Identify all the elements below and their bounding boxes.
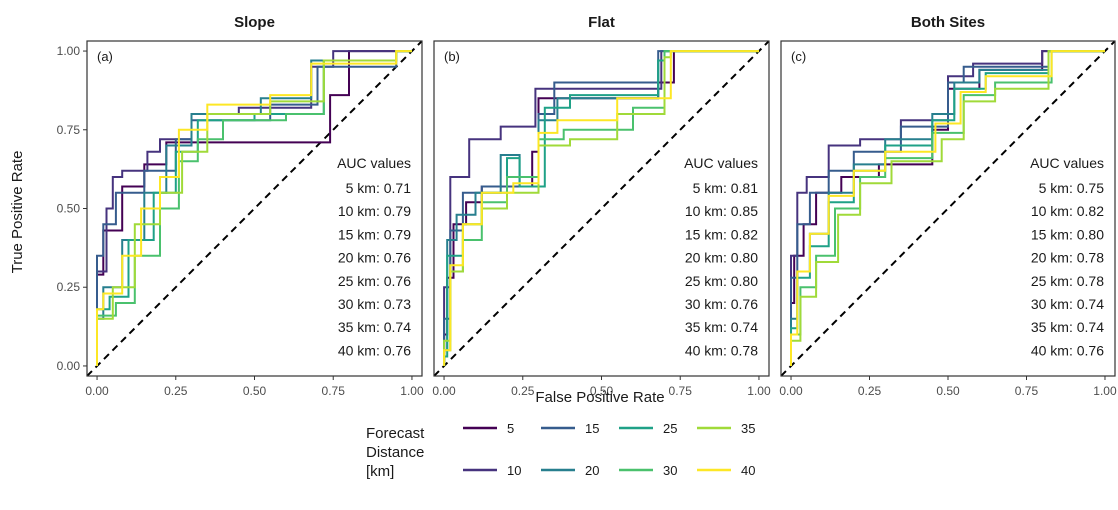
y-tick-label: 0.25 [57,280,81,294]
auc-value-label: 20 km: 0.80 [685,250,758,266]
legend-title-line-2: Distance [366,444,424,461]
roc-line-35km [96,50,412,366]
auc-value-label: 5 km: 0.75 [1039,180,1105,196]
roc-line-25km [443,50,759,366]
auc-value-label: 10 km: 0.82 [1031,203,1104,219]
x-tick-label: 1.00 [1093,384,1117,398]
x-tick-label: 0.50 [936,384,960,398]
legend-label-25: 25 [663,421,677,436]
x-tick-label: 0.50 [243,384,267,398]
auc-value-label: 25 km: 0.80 [685,273,758,289]
auc-value-label: 40 km: 0.76 [338,342,411,358]
roc-line-20km [96,50,412,366]
reference-diagonal [434,41,769,376]
auc-value-label: 5 km: 0.81 [693,180,759,196]
reference-diagonal [87,41,422,376]
panel-title: Slope [234,14,275,31]
legend-label-40: 40 [741,463,755,478]
auc-value-label: 15 km: 0.80 [1031,226,1104,242]
roc-line-15km [790,50,1105,366]
x-tick-label: 0.50 [590,384,614,398]
roc-line-40km [790,50,1105,366]
panel-3: Both Sites 0.00 0.25 0.50 0.75 1.00 (c) AUC val… [779,14,1117,398]
auc-value-label: 10 km: 0.85 [685,203,758,219]
auc-header: AUC values [337,155,411,171]
panel-title: Flat [588,14,615,31]
auc-header: AUC values [684,155,758,171]
plot-area [781,41,1115,376]
plot-area [87,41,422,376]
x-tick-label: 0.00 [85,384,109,398]
x-tick-label: 0.75 [1015,384,1039,398]
auc-value-label: 35 km: 0.74 [338,319,411,335]
auc-value-label: 25 km: 0.76 [338,273,411,289]
panel-label: (c) [791,49,806,64]
y-tick-label: 0.00 [57,359,81,373]
auc-value-label: 35 km: 0.74 [685,319,758,335]
y-tick-label: 0.75 [57,123,81,137]
auc-value-label: 25 km: 0.78 [1031,273,1104,289]
x-tick-label: 1.00 [400,384,424,398]
legend-label-10: 10 [507,463,521,478]
auc-value-label: 5 km: 0.71 [346,180,412,196]
legend-title-line-3: [km] [366,463,394,480]
panel-label: (a) [97,49,113,64]
auc-value-label: 30 km: 0.76 [685,296,758,312]
roc-line-5km [96,50,412,366]
legend-label-15: 15 [585,421,599,436]
roc-line-40km [443,50,759,366]
roc-line-30km [790,50,1105,366]
auc-value-label: 20 km: 0.76 [338,250,411,266]
legend-entries: 5 10 15 20 25 30 35 40 [463,421,755,478]
legend-label-20: 20 [585,463,599,478]
legend-title-line-1: Forecast [366,425,425,442]
auc-value-label: 10 km: 0.79 [338,203,411,219]
roc-line-35km [790,50,1105,366]
auc-value-label: 40 km: 0.78 [685,342,758,358]
panel-title: Both Sites [911,14,985,31]
x-tick-label: 0.75 [322,384,346,398]
auc-header: AUC values [1030,155,1104,171]
legend-label-30: 30 [663,463,677,478]
auc-value-label: 15 km: 0.82 [685,226,758,242]
x-axis-title: False Positive Rate [535,389,664,406]
x-tick-label: 0.25 [858,384,882,398]
legend-label-35: 35 [741,421,755,436]
x-tick-label: 0.00 [432,384,456,398]
plot-area [434,41,769,376]
roc-line-10km [790,50,1105,366]
legend-label-5: 5 [507,421,514,436]
panel-border [433,40,770,377]
panel-1: Slope 0.00 0.25 0.50 0.75 1.00 0.00 0.25 0.50 0.7… [57,14,424,398]
reference-diagonal [781,41,1115,376]
auc-value-label: 35 km: 0.74 [1031,319,1104,335]
roc-line-35km [443,50,759,366]
panels: Slope 0.00 0.25 0.50 0.75 1.00 0.00 0.25 0.50 0.7… [57,14,1117,398]
panel-2: Flat 0.00 0.25 0.50 0.75 1.00 (b) AUC values 5 k… [432,14,771,398]
y-tick-label: 1.00 [57,44,81,58]
auc-value-label: 30 km: 0.74 [1031,296,1104,312]
x-tick-label: 0.25 [164,384,188,398]
panel-border [780,40,1116,377]
x-tick-label: 0.75 [669,384,693,398]
x-tick-label: 0.00 [779,384,803,398]
auc-value-label: 15 km: 0.79 [338,226,411,242]
roc-line-15km [96,50,412,366]
x-tick-label: 1.00 [747,384,771,398]
y-tick-label: 0.50 [57,202,81,216]
auc-value-label: 40 km: 0.76 [1031,342,1104,358]
auc-value-label: 30 km: 0.73 [338,296,411,312]
y-axis-title: True Positive Rate [9,151,26,274]
legend: Forecast Distance [km] 5 10 15 20 25 30 35 40 [366,421,755,480]
panel-label: (b) [444,49,460,64]
panel-border [86,40,423,377]
x-tick-label: 0.25 [511,384,535,398]
auc-value-label: 20 km: 0.78 [1031,250,1104,266]
roc-line-40km [96,50,412,366]
